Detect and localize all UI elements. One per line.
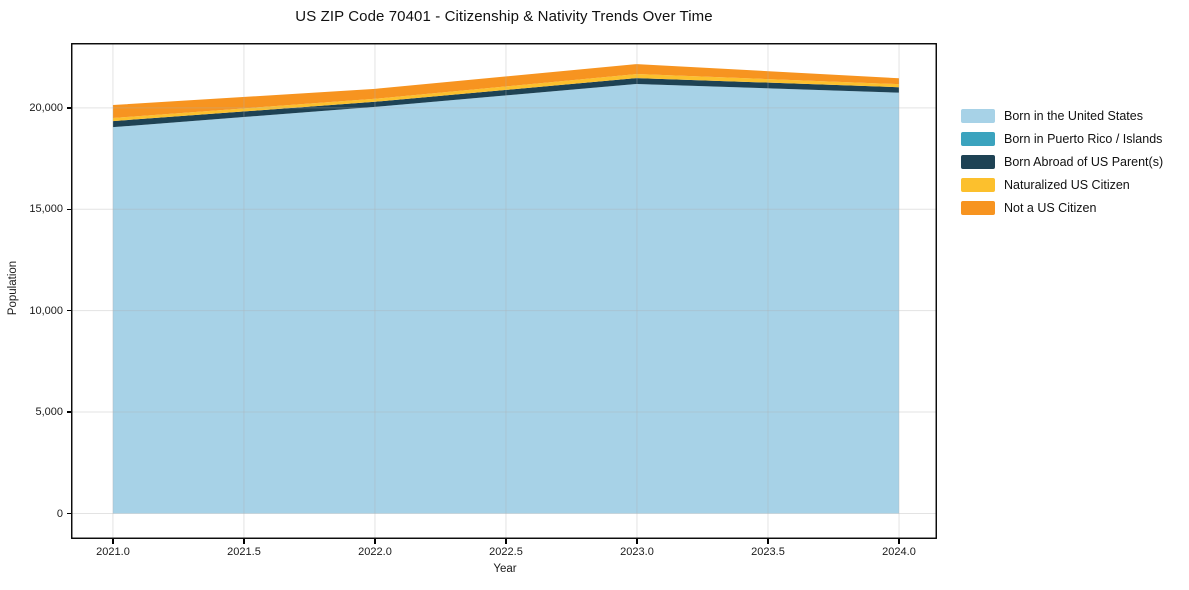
y-axis-title: Population [7,260,19,316]
x-tick-mark [505,539,507,544]
y-tick-mark [66,411,71,413]
x-tick-label: 2022.5 [489,546,523,558]
x-tick-mark [898,539,900,544]
legend-label: Born in the United States [1004,108,1143,123]
y-tick-mark [66,107,71,109]
y-tick-label: 0 [56,507,63,520]
y-tick-label: 20,000 [29,101,63,114]
y-tick-label: 5,000 [35,406,63,419]
x-tick-mark [636,539,638,544]
x-tick-label: 2021.0 [96,546,130,558]
legend-swatch-born-in-us [961,108,995,123]
area-born-in-the-united-states [112,83,900,514]
legend-swatch-born-in-puerto-rico [961,131,995,146]
y-tick-mark [66,512,71,515]
x-tick-label: 2022.0 [358,546,392,558]
legend-item-born-in-puerto-rico: Born in Puerto Rico / Islands [961,127,1163,150]
y-tick-label: 15,000 [29,203,63,216]
x-tick-label: 2024.0 [882,546,916,558]
legend-label: Naturalized US Citizen [1004,177,1130,192]
x-tick-mark [374,539,376,544]
legend-swatch-born-abroad [961,154,995,169]
x-axis-title: Year [493,563,517,575]
stacked-area-series [112,64,900,514]
gridlines [71,43,937,539]
x-tick-label: 2023.0 [620,546,654,558]
legend-swatch-naturalized [961,177,995,192]
legend-label: Born in Puerto Rico / Islands [1004,131,1163,146]
x-tick-mark [243,539,245,544]
y-tick-label: 10,000 [29,304,63,317]
x-tick-mark [767,539,769,544]
y-tick-mark [66,208,71,211]
y-tick-mark [66,309,71,312]
legend-item-naturalized: Naturalized US Citizen [961,173,1163,196]
x-tick-label: 2023.5 [751,546,785,558]
legend-label: Not a US Citizen [1004,200,1097,215]
plot-area [71,43,937,539]
legend-label: Born Abroad of US Parent(s) [1004,154,1164,169]
legend-swatch-not-a-citizen [961,200,995,215]
legend-item-born-abroad: Born Abroad of US Parent(s) [961,150,1163,173]
legend: Born in the United States Born in Puerto… [961,104,1163,219]
legend-item-born-in-us: Born in the United States [961,104,1163,127]
plot-frame [71,43,937,539]
chart-title: US ZIP Code 70401 - Citizenship & Nativi… [295,8,713,25]
x-tick-label: 2021.5 [227,546,261,558]
legend-item-not-a-citizen: Not a US Citizen [961,196,1163,219]
x-tick-mark [112,539,114,544]
